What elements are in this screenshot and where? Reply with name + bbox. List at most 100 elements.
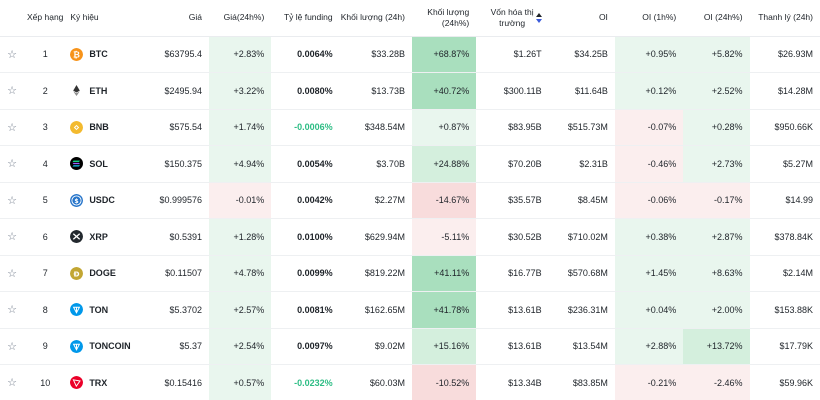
change24h-header[interactable]: Giá(24h%) <box>208 0 272 37</box>
liquidation-cell: $14.28M <box>749 72 820 110</box>
rank-cell: 3 <box>24 109 67 146</box>
oi-cell: $11.64B <box>548 72 615 110</box>
oi-1h-cell: -0.07% <box>614 109 684 146</box>
oi-24h-cell: -0.17% <box>683 182 750 219</box>
symbol-cell[interactable]: XRP <box>66 218 137 256</box>
volume-cell: $13.73B <box>339 72 412 110</box>
symbol-cell[interactable]: ETH <box>66 72 137 110</box>
market-cap-cell: $13.61B <box>476 291 549 329</box>
change24h-cell: +2.83% <box>208 36 272 73</box>
symbol-cell[interactable]: Ð DOGE <box>66 255 137 292</box>
symbol-label: DOGE <box>89 268 116 279</box>
price-cell: $0.5391 <box>136 218 209 256</box>
liquidation-cell: $26.93M <box>749 36 820 73</box>
rank-header[interactable]: Xếp hạng <box>24 0 67 37</box>
symbol-cell[interactable]: TONCOIN <box>66 328 137 365</box>
favorite-star-icon[interactable]: ☆ <box>0 145 25 183</box>
volume-cell: $9.02M <box>339 328 412 365</box>
funding-header[interactable]: Tỷ lệ funding <box>271 0 340 37</box>
symbol-label: SOL <box>89 158 108 169</box>
usdc-icon: $ <box>70 193 84 207</box>
oi-24h-cell: +5.82% <box>683 36 750 73</box>
oi-cell: $236.31M <box>548 291 615 329</box>
symbol-cell[interactable]: BNB <box>66 109 137 146</box>
volume-change-cell: +68.87% <box>411 36 477 73</box>
svg-text:Ð: Ð <box>74 269 80 278</box>
symbol-label: TONCOIN <box>89 341 131 352</box>
oi-1h-cell: +2.88% <box>614 328 684 365</box>
table-row[interactable]: ☆ 3 BNB $575.54 +1.74% -0.0006% $348.54M +0.87%… <box>0 109 820 146</box>
symbol-cell[interactable]: ₿ BTC <box>66 36 137 73</box>
oi-header[interactable]: OI <box>548 0 615 37</box>
symbol-label: TRX <box>89 377 108 388</box>
funding-cell: -0.0232% <box>271 364 340 400</box>
price-cell: $0.999576 <box>136 182 209 219</box>
price-cell: $5.3702 <box>136 291 209 329</box>
volume-change-header[interactable]: Khối lượng (24h%) <box>411 0 477 37</box>
funding-cell: 0.0080% <box>271 72 340 110</box>
favorite-star-icon[interactable]: ☆ <box>0 255 25 292</box>
table-row[interactable]: ☆ 1 ₿ BTC $63795.4 +2.83% 0.0064% $33.28B +68.87… <box>0 36 820 73</box>
oi-24h-cell: +13.72% <box>683 328 750 365</box>
oi-cell: $83.85M <box>548 364 615 400</box>
oi-cell: $2.31B <box>548 145 615 183</box>
favorite-star-icon[interactable]: ☆ <box>0 72 25 110</box>
rank-cell: 6 <box>24 218 67 256</box>
rank-cell: 4 <box>24 145 67 183</box>
rank-cell: 2 <box>24 72 67 110</box>
market-cap-header[interactable]: Vốn hóa thị trường <box>476 0 549 37</box>
volume-header[interactable]: Khối lượng (24h) <box>339 0 412 37</box>
table-row[interactable]: ☆ 10 TRX $0.15416 +0.57% -0.0232% $60.03M -10.5… <box>0 364 820 400</box>
oi-1h-cell: +0.12% <box>614 72 684 110</box>
symbol-cell[interactable]: SOL <box>66 145 137 183</box>
favorite-star-icon[interactable]: ☆ <box>0 218 25 256</box>
table-header-row: Xếp hạng Ký hiệu Giá Giá(24h%) Tỷ lệ fun… <box>0 0 820 37</box>
liquidation-header[interactable]: Thanh lý (24h) <box>749 0 820 37</box>
change24h-cell: +4.78% <box>208 255 272 292</box>
liquidation-cell: $17.79K <box>749 328 820 365</box>
oi-24h-header[interactable]: OI (24h%) <box>683 0 750 37</box>
table-row[interactable]: ☆ 2 ETH $2495.94 +3.22% 0.0080% $13.73B +40.72%… <box>0 72 820 110</box>
oi-24h-cell: +0.28% <box>683 109 750 146</box>
price-cell: $0.11507 <box>136 255 209 292</box>
table-row[interactable]: ☆ 7 Ð DOGE $0.11507 +4.78% 0.0099% $819.22M +41.… <box>0 255 820 292</box>
symbol-cell[interactable]: TRX <box>66 364 137 400</box>
sort-icon[interactable] <box>535 12 542 23</box>
oi-1h-cell: -0.21% <box>614 364 684 400</box>
change24h-cell: +1.74% <box>208 109 272 146</box>
favorite-star-icon[interactable]: ☆ <box>0 36 25 73</box>
table-row[interactable]: ☆ 6 XRP $0.5391 +1.28% 0.0100% $629.94M -5.11% $… <box>0 218 820 256</box>
favorite-star-icon[interactable]: ☆ <box>0 291 25 329</box>
price-header[interactable]: Giá <box>136 0 209 37</box>
oi-1h-header[interactable]: OI (1h%) <box>614 0 684 37</box>
favorite-star-icon[interactable]: ☆ <box>0 109 25 146</box>
funding-cell: 0.0081% <box>271 291 340 329</box>
change24h-cell: +2.57% <box>208 291 272 329</box>
favorite-star-icon[interactable]: ☆ <box>0 182 25 219</box>
symbol-cell[interactable]: TON <box>66 291 137 329</box>
market-cap-cell: $30.52B <box>476 218 549 256</box>
oi-1h-cell: -0.06% <box>614 182 684 219</box>
symbol-label: BTC <box>89 49 108 60</box>
volume-change-cell: -5.11% <box>411 218 477 256</box>
oi-cell: $34.25B <box>548 36 615 73</box>
price-cell: $0.15416 <box>136 364 209 400</box>
symbol-cell[interactable]: $ USDC <box>66 182 137 219</box>
volume-cell: $2.27M <box>339 182 412 219</box>
market-cap-cell: $16.77B <box>476 255 549 292</box>
oi-24h-cell: +8.63% <box>683 255 750 292</box>
liquidation-cell: $153.88K <box>749 291 820 329</box>
liquidation-cell: $378.84K <box>749 218 820 256</box>
change24h-cell: +2.54% <box>208 328 272 365</box>
xrp-icon <box>70 230 84 244</box>
market-cap-cell: $70.20B <box>476 145 549 183</box>
ton-icon <box>70 303 84 317</box>
favorite-star-icon[interactable]: ☆ <box>0 328 25 365</box>
table-row[interactable]: ☆ 4 SOL $150.375 +4.94% 0.0054% $3.70B +24.88% $… <box>0 145 820 183</box>
oi-cell: $8.45M <box>548 182 615 219</box>
table-row[interactable]: ☆ 8 TON $5.3702 +2.57% 0.0081% $162.65M +41.78%… <box>0 291 820 329</box>
symbol-header[interactable]: Ký hiệu <box>66 0 137 37</box>
table-row[interactable]: ☆ 5 $ USDC $0.999576 -0.01% 0.0042% $2.27M -14.6… <box>0 182 820 219</box>
table-row[interactable]: ☆ 9 TONCOIN $5.37 +2.54% 0.0097% $9.02M +15.16%… <box>0 328 820 365</box>
favorite-star-icon[interactable]: ☆ <box>0 364 25 400</box>
